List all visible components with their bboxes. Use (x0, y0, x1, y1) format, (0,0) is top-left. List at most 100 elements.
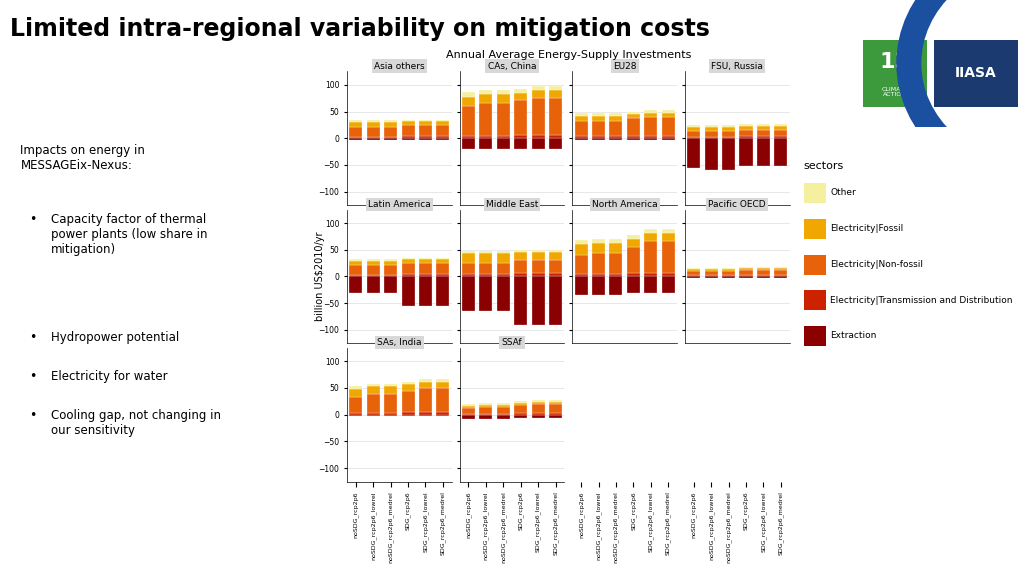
Bar (514, 403, 527, 405)
Bar (462, 276, 475, 311)
Bar (419, 126, 432, 136)
Bar (531, 97, 545, 135)
Bar (462, 138, 475, 149)
Bar (419, 138, 432, 141)
Bar (514, 251, 527, 252)
Bar (627, 138, 640, 141)
Bar (419, 258, 432, 259)
Bar (549, 251, 562, 252)
Bar (419, 276, 432, 306)
Bar (497, 403, 510, 404)
Title: Latin America: Latin America (368, 200, 431, 209)
Bar (687, 276, 700, 278)
Text: billion US$2010/yr: billion US$2010/yr (314, 232, 325, 321)
Bar (574, 244, 588, 255)
Bar (549, 413, 562, 415)
Bar (462, 406, 475, 408)
Bar (609, 116, 623, 121)
Text: •: • (29, 370, 36, 383)
Bar (436, 412, 450, 415)
Bar (774, 136, 787, 138)
Bar (349, 275, 362, 276)
Bar (774, 124, 787, 126)
Bar (367, 412, 380, 415)
Bar (592, 253, 605, 274)
Bar (462, 263, 475, 274)
Bar (662, 138, 675, 141)
Bar (349, 266, 362, 275)
Bar (462, 404, 475, 406)
Bar (401, 258, 415, 259)
Bar (531, 400, 545, 402)
Bar (662, 112, 675, 117)
Bar (722, 131, 735, 137)
Bar (531, 138, 545, 149)
Bar (549, 415, 562, 418)
Text: Extraction: Extraction (830, 331, 877, 340)
Bar (722, 275, 735, 276)
Bar (384, 122, 397, 127)
Bar (722, 276, 735, 278)
Bar (722, 126, 735, 127)
Bar (349, 412, 362, 415)
Text: Limited intra-regional variability on mitigation costs: Limited intra-regional variability on mi… (10, 17, 710, 41)
Bar (384, 415, 397, 416)
Bar (349, 120, 362, 122)
Bar (436, 126, 450, 136)
Bar (436, 138, 450, 141)
Bar (367, 384, 380, 386)
Bar (739, 267, 753, 268)
Bar (419, 415, 432, 416)
Bar (531, 252, 545, 260)
Bar (497, 104, 510, 135)
Title: CAs, China: CAs, China (487, 62, 537, 71)
Bar (627, 238, 640, 247)
Bar (384, 384, 397, 386)
Title: FSU, Russia: FSU, Russia (712, 62, 763, 71)
Bar (662, 111, 675, 112)
Bar (401, 259, 415, 263)
Bar (662, 273, 675, 276)
Bar (514, 100, 527, 135)
Bar (384, 386, 397, 394)
Bar (497, 94, 510, 104)
Bar (705, 271, 718, 275)
Bar (349, 259, 362, 261)
Bar (367, 138, 380, 141)
Bar (384, 137, 397, 138)
Bar (401, 263, 415, 274)
Bar (774, 126, 787, 130)
Bar (739, 138, 753, 166)
Bar (574, 255, 588, 274)
Bar (609, 121, 623, 136)
Bar (419, 120, 432, 121)
Bar (349, 386, 362, 389)
Bar (436, 263, 450, 274)
Bar (662, 135, 675, 138)
Bar (497, 90, 510, 94)
Bar (436, 136, 450, 138)
Bar (479, 263, 493, 274)
Bar (644, 273, 657, 276)
Bar (497, 135, 510, 138)
Bar (367, 137, 380, 138)
Bar (462, 415, 475, 419)
Bar (549, 404, 562, 413)
Bar (367, 275, 380, 276)
Bar (627, 276, 640, 293)
Bar (644, 117, 657, 135)
Bar (419, 274, 432, 276)
Bar (462, 135, 475, 138)
Bar (462, 274, 475, 276)
Bar (722, 127, 735, 131)
Bar (436, 120, 450, 121)
Bar (549, 400, 562, 402)
Bar (497, 251, 510, 253)
Bar (497, 263, 510, 274)
Bar (662, 229, 675, 233)
Bar (384, 412, 397, 415)
Bar (367, 276, 380, 293)
Bar (479, 90, 493, 94)
Bar (574, 136, 588, 138)
Bar (757, 138, 770, 166)
